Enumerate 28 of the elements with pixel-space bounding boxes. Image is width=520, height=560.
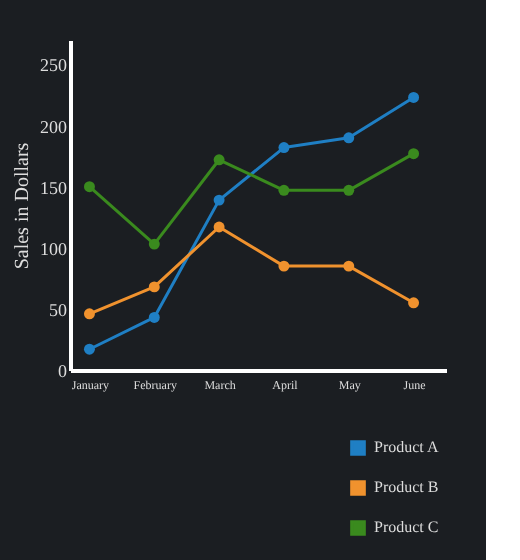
y-tick-label: 150 bbox=[40, 177, 68, 198]
y-tick-label: 100 bbox=[40, 238, 68, 259]
y-tick-label: 250 bbox=[40, 55, 68, 76]
point bbox=[213, 221, 225, 233]
point bbox=[213, 194, 225, 206]
point bbox=[278, 260, 290, 272]
point bbox=[278, 184, 290, 196]
point bbox=[408, 91, 420, 103]
point bbox=[343, 132, 355, 144]
point bbox=[278, 142, 290, 154]
point bbox=[213, 154, 225, 166]
point bbox=[148, 311, 160, 323]
point bbox=[83, 308, 95, 320]
point bbox=[148, 281, 160, 293]
point bbox=[148, 238, 160, 250]
y-tick-label: 50 bbox=[49, 299, 68, 320]
y-tick-label: 200 bbox=[40, 116, 68, 137]
point bbox=[343, 260, 355, 272]
point bbox=[83, 181, 95, 193]
point bbox=[83, 343, 95, 355]
point bbox=[343, 184, 355, 196]
legend-label: Product B bbox=[374, 478, 439, 496]
legend-label: Product A bbox=[374, 438, 439, 456]
y-axis-title: Sales in Dollars bbox=[12, 142, 34, 270]
point bbox=[408, 297, 420, 309]
point bbox=[408, 148, 420, 160]
y-tick-label: 0 bbox=[58, 361, 68, 381]
legend-label: Product C bbox=[374, 518, 439, 536]
